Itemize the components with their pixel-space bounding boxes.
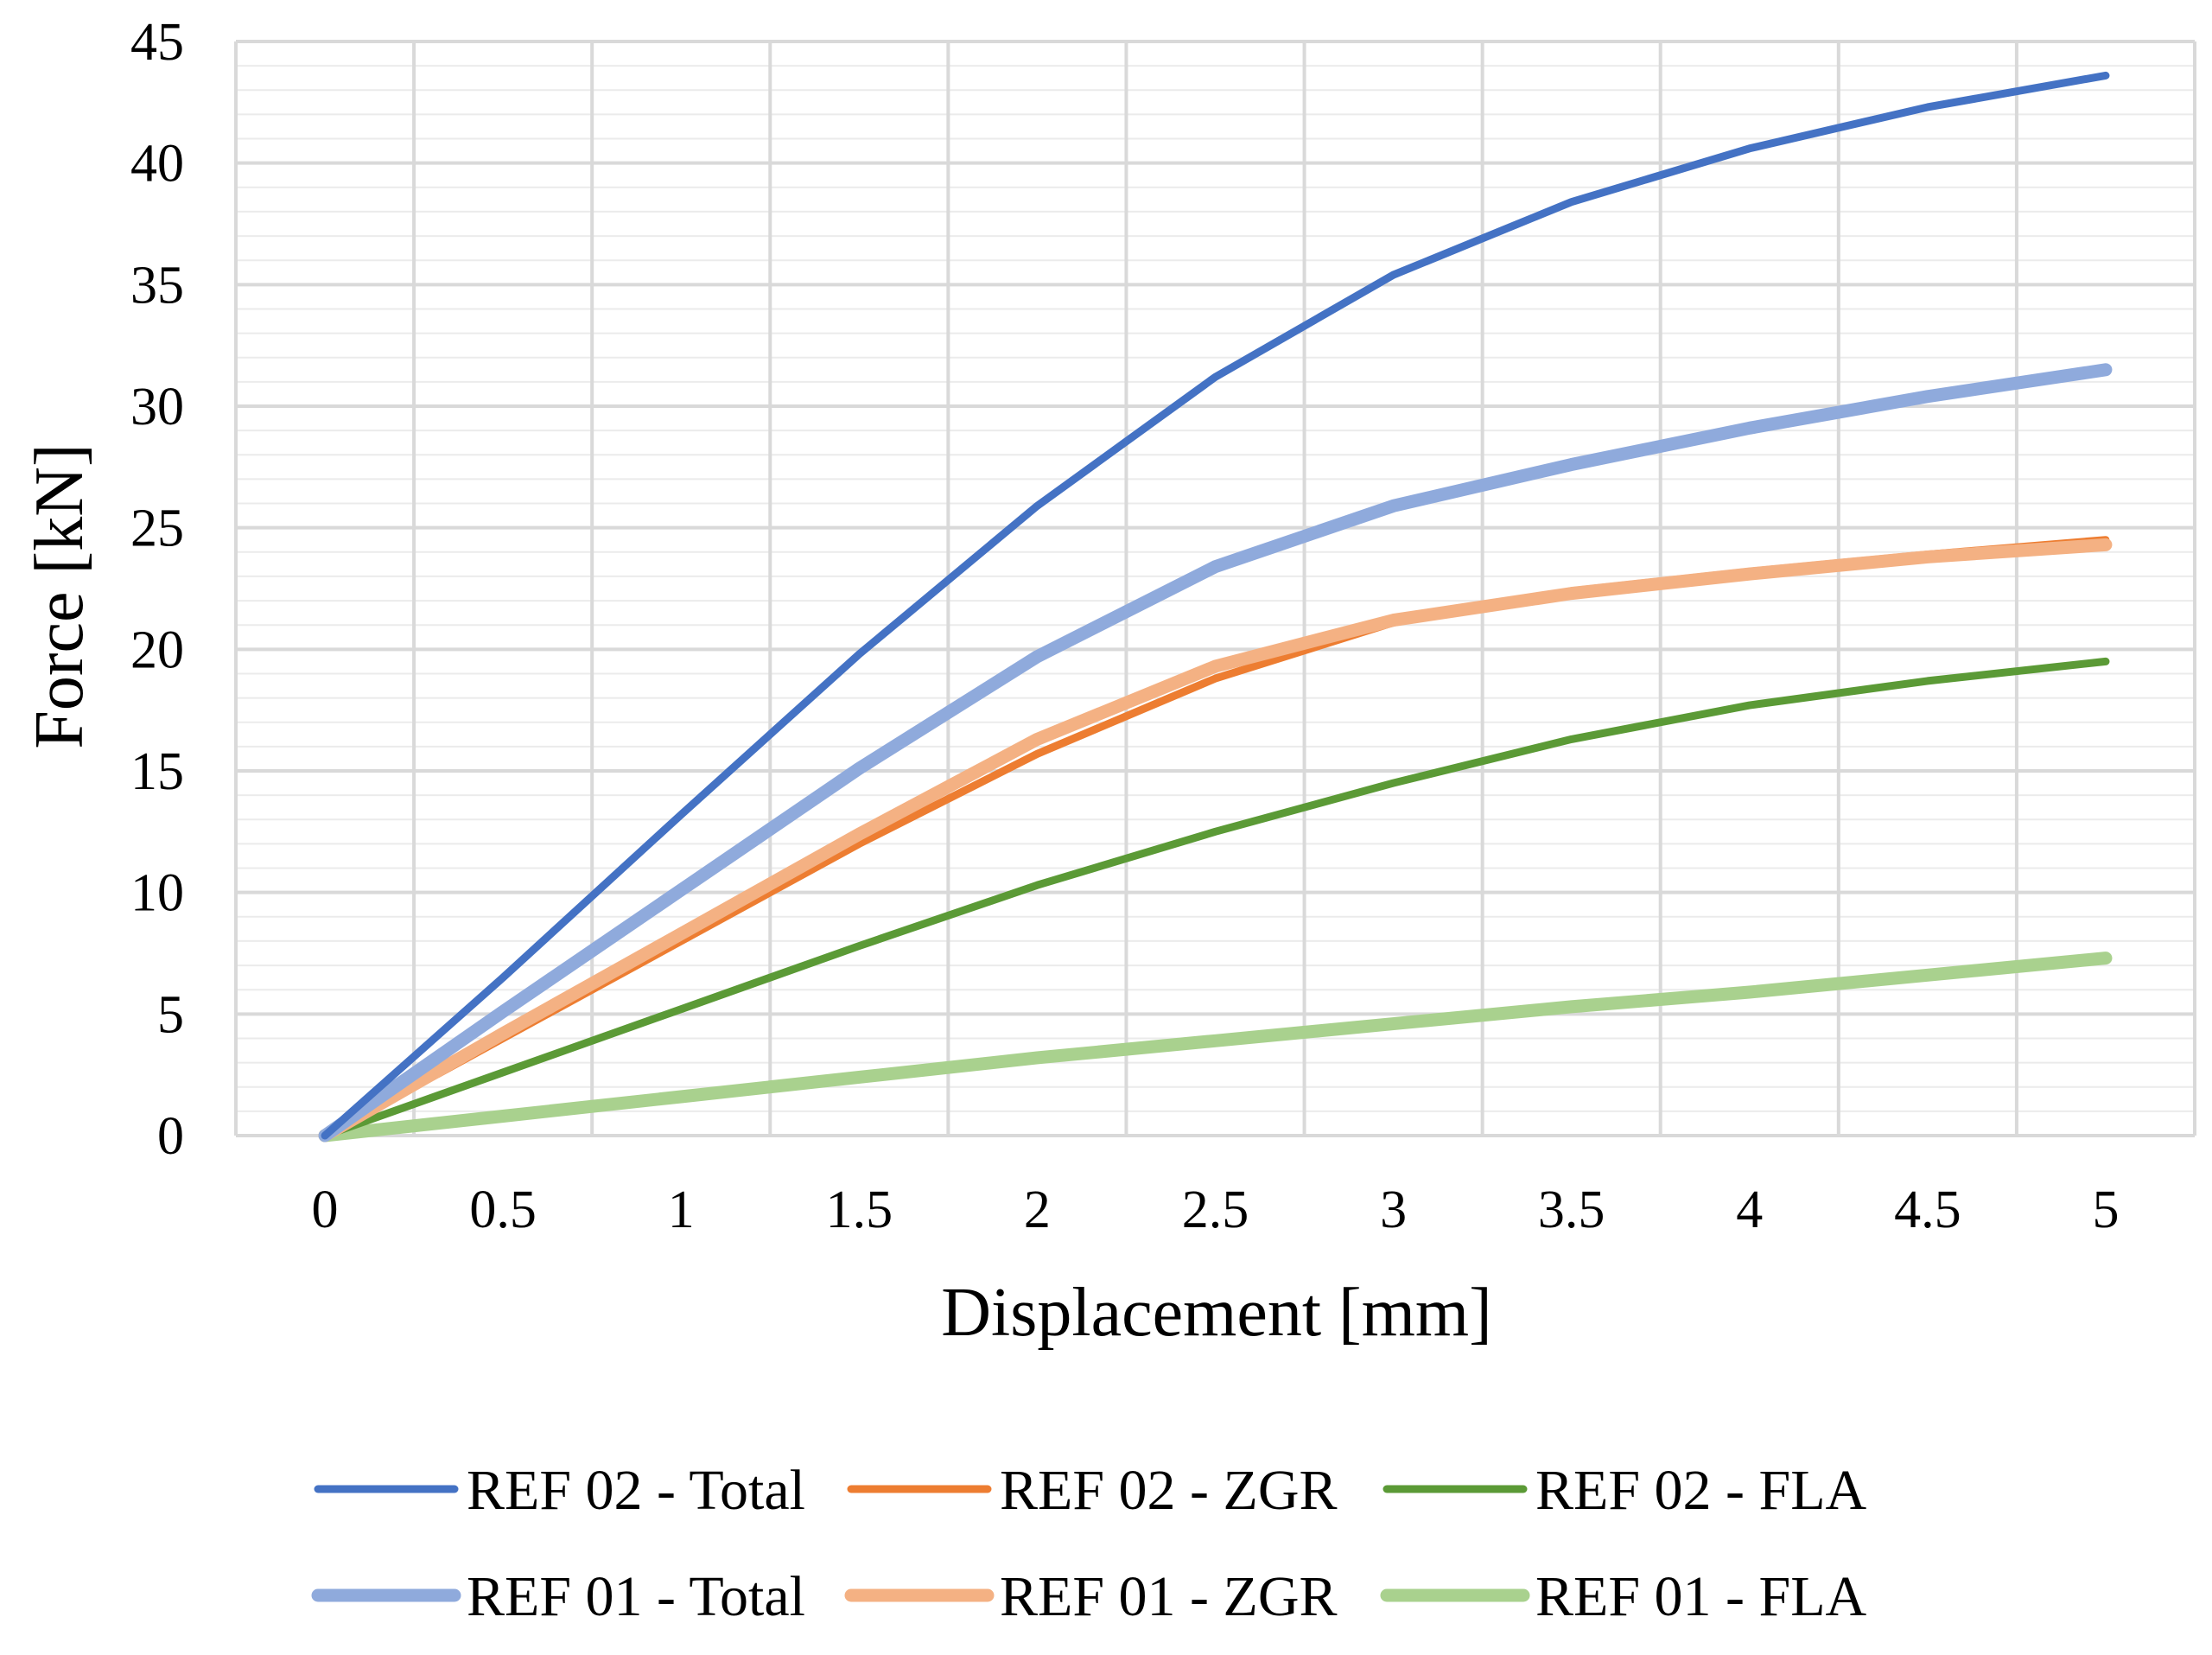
x-axis-title: Displacement [mm]	[941, 1275, 1492, 1351]
y-axis-title: Force [kN]	[22, 443, 98, 748]
legend-label-ref-02-zgr: REF 02 - ZGR	[1000, 1459, 1338, 1522]
series-line-ref-01-zgr	[318, 538, 2113, 1143]
legend-label-ref-02-total: REF 02 - Total	[467, 1459, 805, 1522]
y-tick-label: 25	[130, 500, 184, 558]
y-tick-label: 5	[157, 985, 184, 1044]
y-tick-label: 15	[130, 742, 184, 801]
x-tick-label: 4.5	[1894, 1181, 1961, 1239]
y-tick-label: 10	[130, 864, 184, 923]
x-tick-label: 3	[1380, 1181, 1407, 1239]
legend-label-ref-01-total: REF 01 - Total	[467, 1565, 805, 1628]
legend-label-ref-02-fla: REF 02 - FLA	[1535, 1459, 1867, 1522]
legend: REF 02 - Total REF 02 - ZGR REF 02 - FLA RE…	[311, 1459, 1867, 1628]
x-tick-label: 0	[312, 1181, 339, 1239]
y-tick-label: 30	[130, 378, 184, 436]
major-gridlines	[234, 40, 2196, 1137]
x-tick-label: 2.5	[1182, 1181, 1249, 1239]
y-axis-tick-labels: 0 5 10 15 20 25 30 35 40 45	[130, 13, 184, 1166]
x-tick-label: 2	[1024, 1181, 1051, 1239]
x-tick-label: 1	[668, 1181, 695, 1239]
x-tick-label: 3.5	[1538, 1181, 1605, 1239]
series-line-ref-02-fla	[321, 657, 2110, 1140]
y-tick-label: 35	[130, 256, 184, 315]
series-line-ref-01-total	[318, 363, 2113, 1143]
series-line-ref-01-fla	[318, 952, 2113, 1143]
series-line-ref-02-total	[321, 71, 2110, 1140]
x-tick-label: 1.5	[826, 1181, 893, 1239]
y-tick-label: 45	[130, 13, 184, 72]
series-lines	[318, 71, 2113, 1143]
y-tick-label: 40	[130, 135, 184, 194]
x-tick-label: 5	[2092, 1181, 2119, 1239]
x-axis-tick-labels: 0 0.5 1 1.5 2 2.5 3 3.5 4 4.5 5	[312, 1181, 2120, 1239]
legend-label-ref-01-zgr: REF 01 - ZGR	[1000, 1565, 1338, 1628]
y-tick-label: 0	[157, 1107, 184, 1166]
x-tick-label: 0.5	[469, 1181, 537, 1239]
legend-label-ref-01-fla: REF 01 - FLA	[1535, 1565, 1867, 1628]
y-tick-label: 20	[130, 621, 184, 679]
x-tick-label: 4	[1736, 1181, 1763, 1239]
